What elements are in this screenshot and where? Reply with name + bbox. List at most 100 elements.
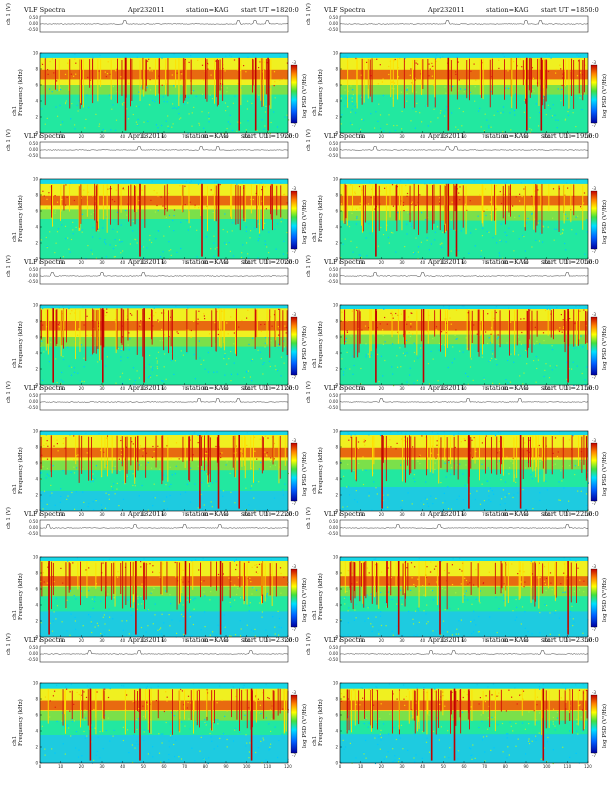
sferic-striation [479,435,480,481]
spectral-speckle [136,608,138,610]
spectral-speckle [493,747,495,749]
spectral-speckle [382,329,384,331]
spectral-speckle [254,194,257,196]
spectral-speckle [530,129,533,131]
spectral-speckle [498,608,500,610]
spectral-speckle [136,242,138,244]
spectral-speckle [455,309,458,311]
spectral-speckle [109,94,111,96]
sferic-striation [239,688,240,731]
spectral-speckle [233,560,236,562]
panel-header: VLF Spectra Apr232011 station=KAG start UT … [8,384,299,394]
spectral-speckle [247,100,249,102]
sferic-striation [55,309,57,346]
spectral-speckle [204,611,206,613]
spectral-speckle [406,381,408,383]
spectral-speckle [484,701,486,703]
spectral-speckle [126,620,128,622]
colorbar-tick-label: -7 [292,123,296,128]
x-tick-label: 110 [264,512,272,517]
spectrogram-panel: VLF Spectra Apr232011 station=KAG start UT … [306,381,608,517]
spectral-speckle [532,205,534,207]
spectral-speckle [62,442,64,444]
spectral-speckle [406,88,408,90]
spectral-speckle [189,226,191,228]
spectral-speckle [268,697,270,700]
sferic-striation [548,184,550,212]
spectral-speckle [210,736,212,738]
spectral-speckle [219,737,221,739]
spectral-speckle [173,215,175,217]
spectral-speckle [91,334,93,336]
spectral-speckle [77,372,79,374]
sferic-striation [241,436,243,467]
sferic-striation [482,691,484,714]
spectral-speckle [234,95,236,97]
sferic-striation [513,437,515,482]
spectral-speckle [94,626,96,628]
spectral-speckle [169,735,172,737]
spectral-speckle [542,241,544,243]
spectral-speckle [146,87,148,89]
spectral-speckle [66,724,68,726]
spectral-speckle [469,493,471,495]
spectral-speckle [427,216,429,219]
spectral-speckle [211,506,213,508]
spectral-speckle [358,185,361,188]
sferic-striation [365,561,367,599]
sferic-striation [367,59,369,99]
spectral-speckle [192,599,194,601]
sferic-striation [142,308,144,357]
spectral-speckle [76,104,78,106]
sferic-striation [470,562,472,595]
spectral-speckle [167,115,169,117]
spectral-speckle [497,431,499,433]
spectral-speckle [152,99,154,102]
spectral-speckle [354,609,356,611]
spectral-speckle [529,439,531,441]
spectral-speckle [473,584,475,586]
spectral-speckle [246,624,248,626]
panel-header: VLF Spectra Apr232011 station=KAG start UT … [308,6,599,16]
spectral-speckle [430,561,432,563]
spectral-speckle [86,685,88,687]
spectral-speckle [69,710,71,712]
spectral-speckle [524,627,526,629]
spectral-speckle [226,322,228,324]
spectral-speckle [132,484,134,487]
colorbar [590,568,598,628]
spectral-speckle [400,464,402,466]
spectral-speckle [562,232,564,234]
spectral-speckle [418,621,420,623]
spectral-speckle [188,61,190,63]
spectral-speckle [521,196,523,198]
spectral-speckle [93,509,95,511]
spectral-speckle [502,111,504,113]
spectral-speckle [461,125,463,127]
spectral-speckle [112,104,114,106]
spectral-speckle [204,368,206,370]
spectral-speckle [481,356,483,358]
spectral-speckle [407,87,409,89]
spectral-speckle [155,357,158,359]
spectral-speckle [171,474,173,476]
sferic-striation [218,60,219,105]
spectral-speckle [256,458,258,460]
waveform-tick-label: 0.50 [329,267,338,272]
x-tick-label: 40 [120,638,126,643]
spectral-speckle [413,477,415,479]
spectral-speckle [390,431,392,433]
x-tick-label: 0 [39,512,42,517]
spectral-speckle [234,634,237,636]
spectral-speckle [356,217,358,219]
spectral-speckle [198,569,200,571]
sferic-striation [261,58,263,107]
spectral-speckle [398,761,400,763]
spectral-speckle [378,633,380,635]
spectral-speckle [261,200,263,202]
spectral-speckle [473,324,475,326]
x-tick-label: 70 [482,512,488,517]
spectral-speckle [347,622,349,624]
spectral-speckle [240,597,242,599]
spectral-speckle [248,257,250,259]
